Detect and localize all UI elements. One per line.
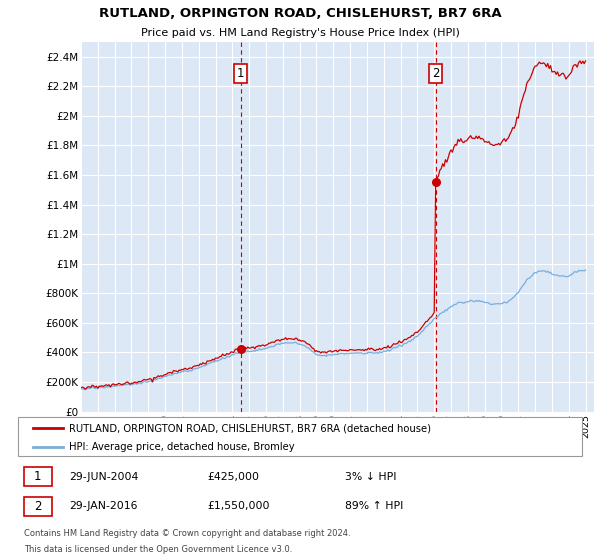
Text: HPI: Average price, detached house, Bromley: HPI: Average price, detached house, Brom… (69, 442, 295, 451)
Text: RUTLAND, ORPINGTON ROAD, CHISLEHURST, BR7 6RA: RUTLAND, ORPINGTON ROAD, CHISLEHURST, BR… (98, 7, 502, 20)
Text: 1: 1 (34, 470, 41, 483)
Text: 29-JUN-2004: 29-JUN-2004 (69, 472, 139, 482)
Text: 1: 1 (237, 67, 245, 80)
Text: This data is licensed under the Open Government Licence v3.0.: This data is licensed under the Open Gov… (24, 545, 292, 554)
Text: Contains HM Land Registry data © Crown copyright and database right 2024.: Contains HM Land Registry data © Crown c… (24, 529, 350, 538)
Text: Price paid vs. HM Land Registry's House Price Index (HPI): Price paid vs. HM Land Registry's House … (140, 28, 460, 38)
Text: 2: 2 (432, 67, 439, 80)
Text: 29-JAN-2016: 29-JAN-2016 (69, 501, 137, 511)
Text: £1,550,000: £1,550,000 (207, 501, 269, 511)
Text: 89% ↑ HPI: 89% ↑ HPI (345, 501, 403, 511)
Text: 3% ↓ HPI: 3% ↓ HPI (345, 472, 397, 482)
Text: 2: 2 (34, 500, 41, 513)
Text: RUTLAND, ORPINGTON ROAD, CHISLEHURST, BR7 6RA (detached house): RUTLAND, ORPINGTON ROAD, CHISLEHURST, BR… (69, 423, 431, 433)
Text: £425,000: £425,000 (207, 472, 259, 482)
